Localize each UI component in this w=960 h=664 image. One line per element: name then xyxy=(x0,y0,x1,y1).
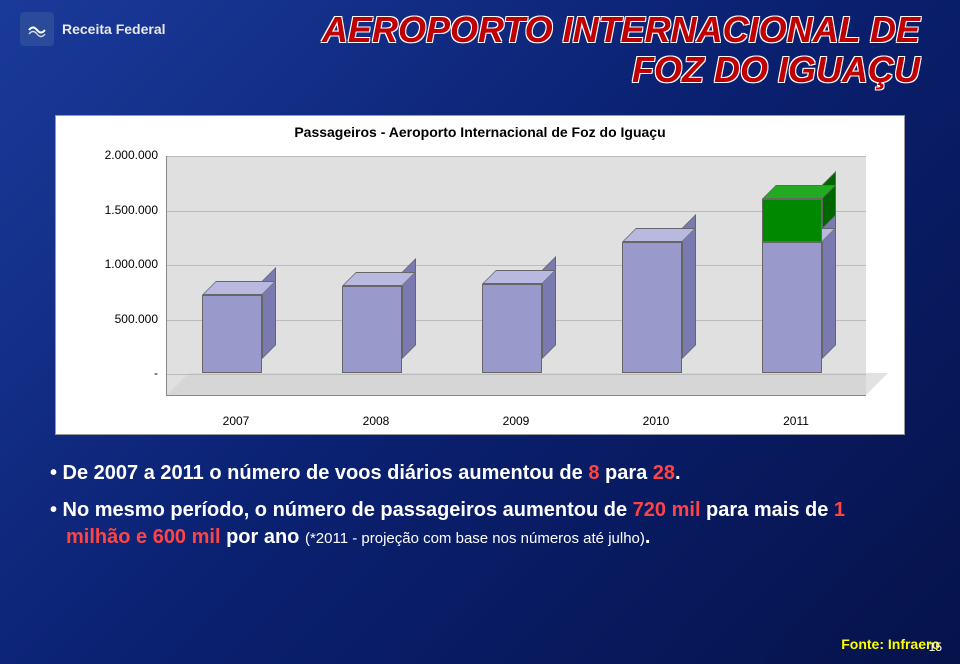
chart-gridline xyxy=(167,156,866,157)
chart-x-tick-label: 2010 xyxy=(596,414,716,428)
bullet-2-text-post1: por ano xyxy=(221,526,305,548)
bullet-1-text: • De 2007 a 2011 o número de voos diário… xyxy=(50,462,588,484)
chart-plot-area xyxy=(166,156,866,396)
bullet-2-note: (*2011 - projeção com base nos números a… xyxy=(305,530,645,547)
bullet-1: • De 2007 a 2011 o número de voos diário… xyxy=(50,460,910,487)
chart-bar xyxy=(342,286,412,373)
title-line-1: AEROPORTO INTERNACIONAL DE xyxy=(322,9,920,50)
bullet-2: • No mesmo período, o número de passagei… xyxy=(50,497,910,551)
receita-federal-logo-icon xyxy=(20,12,54,46)
chart-y-tick-label: 1.000.000 xyxy=(78,257,158,271)
chart-x-tick-label: 2011 xyxy=(736,414,856,428)
chart-y-tick-label: - xyxy=(78,366,158,380)
chart-y-tick-label: 1.500.000 xyxy=(78,203,158,217)
chart-y-tick-label: 2.000.000 xyxy=(78,148,158,162)
bullet-1-highlight-2: 28 xyxy=(653,462,675,484)
header: Receita Federal xyxy=(20,12,166,46)
chart-bar xyxy=(762,199,832,243)
bullet-2-text-mid: para mais de xyxy=(701,499,834,521)
chart-floor xyxy=(167,373,888,395)
bullet-1-highlight-1: 8 xyxy=(588,462,599,484)
slide-title: AEROPORTO INTERNACIONAL DE FOZ DO IGUAÇU xyxy=(200,10,920,89)
bullet-2-text: • No mesmo período, o número de passagei… xyxy=(50,499,633,521)
source-label: Fonte: Infraero xyxy=(841,636,940,652)
chart-bar xyxy=(622,242,692,373)
bullet-2-text-post2: . xyxy=(645,526,651,548)
chart-bar xyxy=(202,295,272,373)
chart-container: Passageiros - Aeroporto Internacional de… xyxy=(55,115,905,435)
chart-gridline xyxy=(167,374,866,375)
chart-bar xyxy=(762,242,832,373)
slide-background: Receita Federal AEROPORTO INTERNACIONAL … xyxy=(0,0,960,664)
bullet-1-text-post: . xyxy=(675,462,681,484)
chart-bar xyxy=(482,284,552,373)
chart-x-tick-label: 2007 xyxy=(176,414,296,428)
page-number: 15 xyxy=(929,640,942,654)
chart-title: Passageiros - Aeroporto Internacional de… xyxy=(56,116,904,144)
chart-y-tick-label: 500.000 xyxy=(78,312,158,326)
chart-x-tick-label: 2009 xyxy=(456,414,576,428)
chart-x-tick-label: 2008 xyxy=(316,414,436,428)
title-line-2: FOZ DO IGUAÇU xyxy=(632,49,920,90)
bullet-list: • De 2007 a 2011 o número de voos diário… xyxy=(50,460,910,561)
brand-name: Receita Federal xyxy=(62,21,166,37)
bullet-1-text-mid: para xyxy=(599,462,652,484)
bullet-2-highlight-1: 720 mil xyxy=(633,499,701,521)
